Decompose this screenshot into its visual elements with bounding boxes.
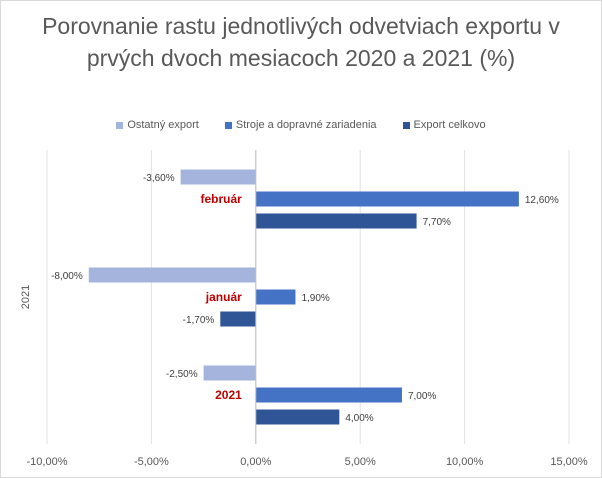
legend-swatch-export-celkovo bbox=[402, 121, 410, 129]
legend-label-stroje: Stroje a dopravné zariadenia bbox=[235, 119, 377, 131]
x-tick-label-3: 5,00% bbox=[345, 456, 376, 468]
data-label-2-1: -1,70% bbox=[183, 315, 215, 326]
x-tick-label-2: 0,00% bbox=[240, 456, 271, 468]
x-tick-label-4: 10,00% bbox=[446, 456, 484, 468]
legend-swatch-ostatny-export bbox=[116, 121, 124, 129]
legend: Ostatný export Stroje a dopravné zariade… bbox=[0, 119, 602, 131]
legend-item-export-celkovo: Export celkovo bbox=[402, 119, 486, 131]
bar-0-1 bbox=[88, 267, 256, 283]
category-label-1: január bbox=[205, 290, 242, 304]
legend-item-ostatny-export: Ostatný export bbox=[116, 119, 199, 131]
data-label-0-2: -2,50% bbox=[166, 369, 198, 380]
bar-1-2 bbox=[255, 387, 402, 403]
legend-item-stroje: Stroje a dopravné zariadenia bbox=[224, 119, 377, 131]
x-tick-label-0: -10,00% bbox=[27, 456, 68, 468]
bar-2-2 bbox=[255, 409, 340, 425]
bar-1-1 bbox=[255, 289, 296, 305]
data-label-2-0: 7,70% bbox=[423, 217, 451, 228]
bar-2-1 bbox=[220, 311, 256, 327]
category-label-2: 2021 bbox=[215, 388, 242, 402]
legend-label-export-celkovo: Export celkovo bbox=[413, 119, 486, 131]
y-axis-label: 2021 bbox=[20, 285, 32, 309]
data-label-1-1: 1,90% bbox=[301, 293, 329, 304]
data-label-0-1: -8,00% bbox=[51, 271, 83, 282]
category-label-0: február bbox=[200, 192, 242, 206]
chart-title: Porovnanie rastu jednotlivých odvetviach… bbox=[42, 13, 560, 71]
data-label-2-2: 4,00% bbox=[345, 413, 373, 424]
legend-swatch-stroje bbox=[224, 121, 232, 129]
bar-2-0 bbox=[255, 213, 417, 229]
bar-0-0 bbox=[180, 169, 256, 185]
data-label-1-0: 12,60% bbox=[525, 195, 559, 206]
x-tick-label-5: 15,00% bbox=[550, 456, 588, 468]
data-label-0-0: -3,60% bbox=[143, 173, 175, 184]
bar-0-2 bbox=[203, 365, 256, 381]
x-tick-label-1: -5,00% bbox=[134, 456, 169, 468]
legend-label-ostatny-export: Ostatný export bbox=[127, 119, 199, 131]
data-label-1-2: 7,00% bbox=[408, 391, 436, 402]
bar-1-0 bbox=[255, 191, 519, 207]
